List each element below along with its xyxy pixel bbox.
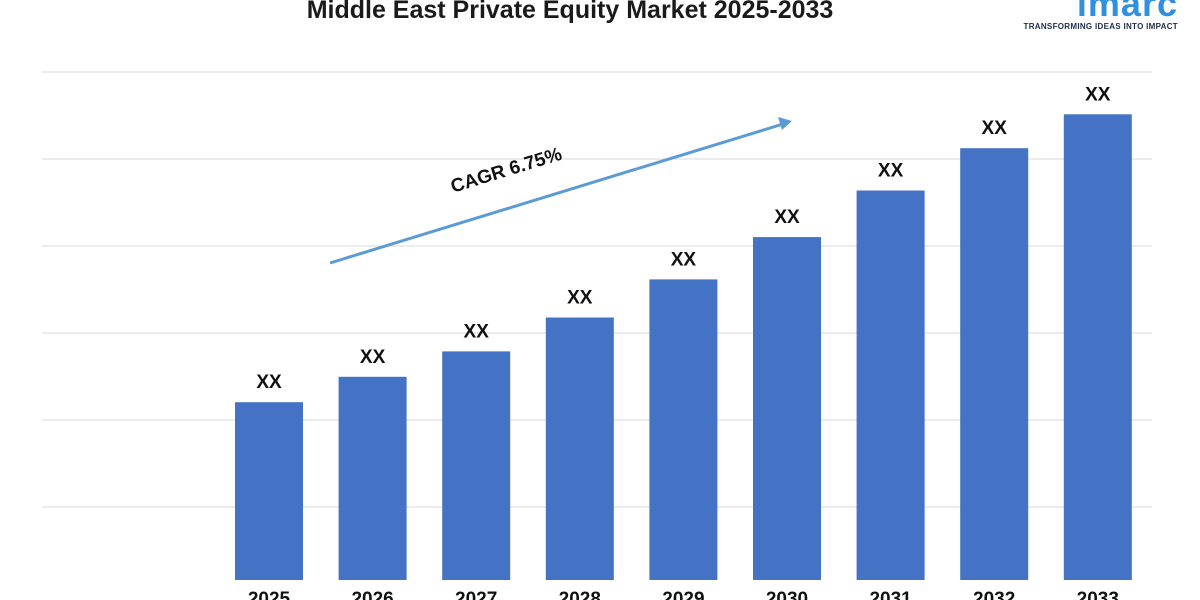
data-label-2033: XX bbox=[1085, 84, 1111, 105]
data-label-2026: XX bbox=[360, 347, 386, 368]
data-label-2032: XX bbox=[982, 118, 1008, 139]
bars bbox=[235, 114, 1132, 581]
bar-2032 bbox=[960, 148, 1029, 580]
chart-title: Middle East Private Equity Market 2025-2… bbox=[306, 0, 834, 24]
data-labels: XX XX XX XX XX XX XX XX XX bbox=[256, 84, 1110, 393]
x-tick-2032: 2032 bbox=[973, 589, 1015, 600]
cagr-arrow-head bbox=[778, 117, 792, 130]
data-label-2025: XX bbox=[256, 372, 282, 393]
bar-2031 bbox=[856, 190, 925, 580]
data-label-2031: XX bbox=[878, 161, 904, 182]
x-tick-2026: 2026 bbox=[351, 589, 393, 600]
data-label-2028: XX bbox=[567, 288, 593, 309]
bar-2033 bbox=[1063, 114, 1132, 581]
bar-2028 bbox=[545, 317, 614, 580]
logo-wordmark: imarc bbox=[1076, 0, 1178, 24]
x-tick-2029: 2029 bbox=[662, 589, 704, 600]
x-tick-2028: 2028 bbox=[559, 589, 601, 600]
x-tick-2027: 2027 bbox=[455, 589, 497, 600]
cagr-annotation: CAGR 6.75% bbox=[448, 144, 564, 198]
imarc-logo: imarc TRANSFORMING IDEAS INTO IMPACT bbox=[1008, 0, 1178, 36]
bar-2029 bbox=[649, 279, 718, 580]
bar-2026 bbox=[338, 376, 407, 580]
data-label-2030: XX bbox=[774, 207, 800, 228]
data-label-2029: XX bbox=[671, 249, 697, 270]
x-tick-2031: 2031 bbox=[869, 589, 912, 600]
bar-2025 bbox=[235, 402, 303, 580]
x-tick-2033: 2033 bbox=[1077, 589, 1119, 600]
x-tick-2030: 2030 bbox=[766, 589, 808, 600]
logo-tagline: TRANSFORMING IDEAS INTO IMPACT bbox=[1023, 22, 1178, 31]
cagr-arrow bbox=[329, 117, 792, 265]
x-tick-2025: 2025 bbox=[248, 589, 291, 600]
x-tick-labels: 2025 2026 2027 2028 2029 2030 2031 2032 2033 bbox=[248, 589, 1119, 600]
cagr-arrow-line bbox=[329, 122, 784, 265]
data-label-2027: XX bbox=[464, 321, 490, 342]
bar-2030 bbox=[753, 237, 821, 580]
bar-2027 bbox=[442, 351, 511, 580]
